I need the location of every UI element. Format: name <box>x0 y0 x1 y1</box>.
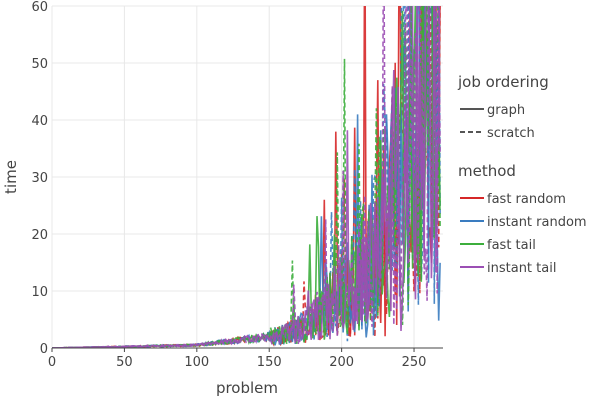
legend-title-method: method <box>458 162 516 180</box>
y-tick-label: 30 <box>31 171 48 186</box>
legend-label-fast-random: fast random <box>487 192 566 207</box>
x-tick-label: 150 <box>257 355 282 370</box>
x-tick-label: 250 <box>402 355 427 370</box>
legend: job ordering graph scratch method fast rando… <box>457 73 587 276</box>
legend-label-instant-tail: instant tail <box>487 261 556 276</box>
legend-label-fast-tail: fast tail <box>487 238 536 253</box>
x-tick-label: 0 <box>48 355 56 370</box>
y-tick-label: 60 <box>31 0 48 15</box>
series-lines <box>52 6 441 348</box>
y-tick-label: 50 <box>31 57 48 72</box>
y-tick-label: 10 <box>31 285 48 300</box>
x-axis-title: problem <box>216 379 278 397</box>
x-tick-label: 50 <box>116 355 133 370</box>
legend-label-graph: graph <box>487 103 525 118</box>
y-tick-label: 0 <box>40 342 48 357</box>
y-axis-title: time <box>2 160 20 194</box>
series-line-instant-tail-scratch <box>52 6 441 348</box>
x-tick-label: 100 <box>184 355 209 370</box>
legend-label-scratch: scratch <box>487 126 535 141</box>
y-tick-label: 20 <box>31 228 48 243</box>
axes: 0 50 100 150 200 250 0 10 20 30 40 50 60 <box>31 0 443 370</box>
x-tick-label: 200 <box>329 355 354 370</box>
legend-label-instant-random: instant random <box>487 215 587 230</box>
y-tick-label: 40 <box>31 114 48 129</box>
legend-title-job-ordering: job ordering <box>457 73 549 91</box>
